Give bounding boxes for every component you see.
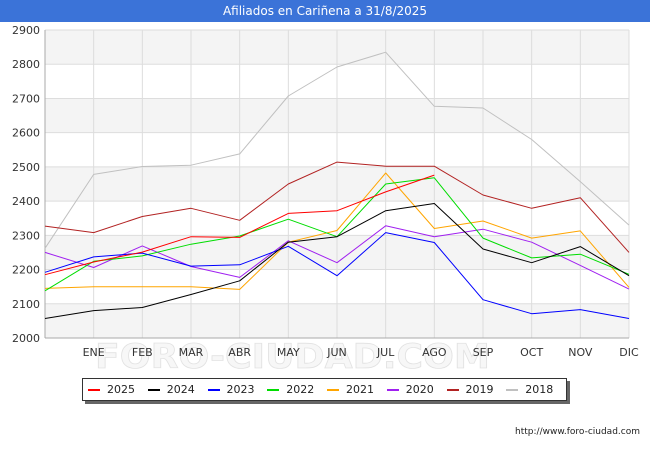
legend-item-2023: 2023: [207, 379, 268, 400]
x-tick-label: ENE: [83, 346, 105, 359]
x-tick-label: FEB: [132, 346, 153, 359]
series-line-2020: [44, 225, 630, 290]
legend-swatch: [88, 388, 100, 391]
legend-item-2022: 2022: [267, 379, 327, 400]
legend-label: 2022: [286, 383, 315, 396]
watermark: FORO-CIUDAD.COM: [95, 337, 490, 377]
x-tick-label: AGO: [422, 346, 447, 359]
legend-label: 2024: [166, 383, 195, 396]
legend-item-2019: 2019: [446, 379, 507, 400]
legend-swatch: [207, 388, 220, 391]
y-tick-label: 2000: [12, 332, 40, 345]
y-tick-label: 2100: [12, 298, 40, 311]
legend-item-2021: 2021: [327, 379, 387, 400]
series-line-2018: [44, 51, 630, 249]
series-line-2024: [44, 203, 630, 319]
y-tick-label: 2400: [12, 195, 40, 208]
x-tick-label: MAY: [277, 346, 300, 359]
legend-item-2025: 2025: [88, 379, 148, 400]
legend-label: 2018: [525, 383, 554, 396]
x-tick-label: DIC: [619, 346, 639, 359]
legend-item-2024: 2024: [147, 379, 208, 400]
y-tick-label: 2200: [12, 264, 40, 277]
legend-label: 2021: [346, 383, 374, 396]
legend-swatch: [386, 388, 399, 391]
x-tick-label: OCT: [520, 346, 543, 359]
legend: 2025 2024 2023 2022 2021 2020 2019 2018: [82, 378, 567, 401]
footer-url[interactable]: http://www.foro-ciudad.com: [515, 427, 640, 437]
legend-swatch: [267, 388, 280, 391]
legend-swatch: [506, 388, 519, 391]
legend-swatch: [147, 388, 160, 391]
y-tick-label: 2800: [12, 58, 40, 71]
series-line-2019: [44, 161, 630, 253]
y-tick-label: 2700: [12, 92, 40, 105]
y-tick-label: 2600: [12, 127, 40, 140]
series-line-2025: [44, 174, 435, 276]
y-tick-label: 2900: [12, 24, 40, 37]
x-tick-labels: ENE FEB MAR ABR MAY JUN JUL AGO SEP OCT NOV DIC: [83, 346, 639, 359]
axes: [44, 30, 629, 339]
legend-label: 2019: [465, 383, 494, 396]
x-tick-label: MAR: [179, 346, 204, 359]
series-line-2023: [44, 232, 630, 319]
x-tick-label: JUN: [326, 346, 347, 359]
legend-swatch: [327, 388, 339, 391]
legend-label: 2023: [226, 383, 255, 396]
x-tick-label: ABR: [228, 346, 251, 359]
chart-title: Afiliados en Cariñena a 31/8/2025: [0, 0, 650, 22]
x-tick-label: JUL: [376, 346, 395, 359]
y-tick-label: 2300: [12, 229, 40, 242]
legend-item-2020: 2020: [386, 379, 447, 400]
legend-swatch: [446, 388, 459, 391]
y-tick-label: 2500: [12, 161, 40, 174]
legend-item-2018: 2018: [506, 379, 566, 400]
x-tick-label: NOV: [568, 346, 593, 359]
y-tick-labels: 2000 2100 2200 2300 2400 2500 2600 2700 2800 2900: [12, 24, 40, 345]
legend-label: 2025: [107, 383, 135, 396]
series-line-2021: [44, 172, 630, 290]
series-lines: [44, 51, 630, 319]
legend-label: 2020: [405, 383, 434, 396]
x-tick-label: SEP: [473, 346, 494, 359]
